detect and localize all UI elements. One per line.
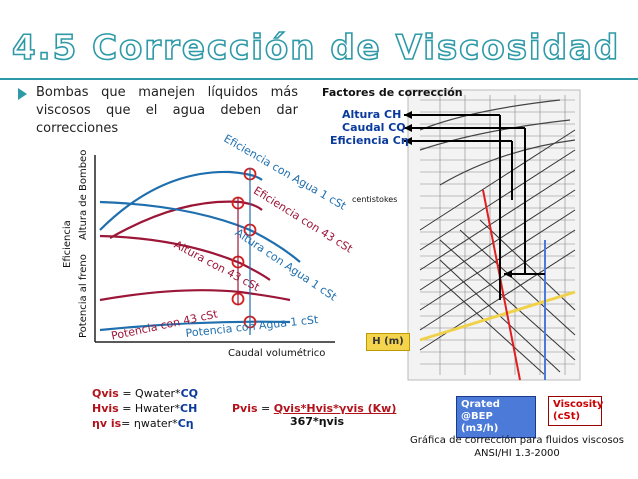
page-title: 4.5 Corrección de Viscosidad xyxy=(11,27,621,69)
y-label-efficiency: Eficiencia xyxy=(62,220,73,268)
intro-text: Bombas que manejen líquidos más viscosos… xyxy=(36,85,298,136)
factor-altura: Altura CH xyxy=(342,108,402,121)
x-axis-label: Caudal volumétrico xyxy=(228,348,326,359)
head-water-curve xyxy=(99,200,301,263)
pvis-numerator: Qvis*Hvis*γvis (Kw) xyxy=(273,402,397,415)
caption-line2: ANSI/HI 1.3-2000 xyxy=(474,448,560,459)
eff-oil-curve xyxy=(109,200,263,239)
pvis-denominator: 367*ηvis xyxy=(290,415,345,428)
pvis-lhs: Pvis xyxy=(232,402,258,415)
factor-eficiencia: Eficiencia Cη xyxy=(330,134,409,147)
factors-header: Factores de corrección xyxy=(322,86,463,99)
qvis-lhs: Qvis xyxy=(92,387,119,400)
power-water-curve xyxy=(99,320,291,332)
hvis-lhs: Hvis xyxy=(92,402,119,415)
centistokes-label: centistokes xyxy=(352,195,398,204)
title-divider xyxy=(0,78,638,80)
qrated-box: Qrated @BEP (m3/h) xyxy=(456,396,536,438)
nvis-lhs: ηv is xyxy=(92,417,122,430)
y-label-head: Altura de Bombeo xyxy=(78,149,89,240)
formula-nvis: ηv is= ηwater*Cη xyxy=(92,417,194,430)
formula-hvis: Hvis = Hwater*CH xyxy=(92,402,198,415)
factor-caudal: Caudal CQ xyxy=(342,121,406,134)
power-oil-curve xyxy=(99,289,291,302)
formula-qvis: Qvis = Qwater*CQ xyxy=(92,387,198,400)
head-oil-curve xyxy=(99,234,271,281)
y-label-power: Potencia al freno xyxy=(78,254,89,338)
bullet-arrow-icon xyxy=(18,88,27,100)
h-label-box: H (m) xyxy=(366,333,410,351)
caption-line1: Gráfica de corrección para fluidos visco… xyxy=(410,435,624,446)
formula-pvis: Pvis = Qvis*Hvis*γvis (Kw) xyxy=(232,402,397,415)
viscosity-box: Viscosity (cSt) xyxy=(548,396,603,426)
